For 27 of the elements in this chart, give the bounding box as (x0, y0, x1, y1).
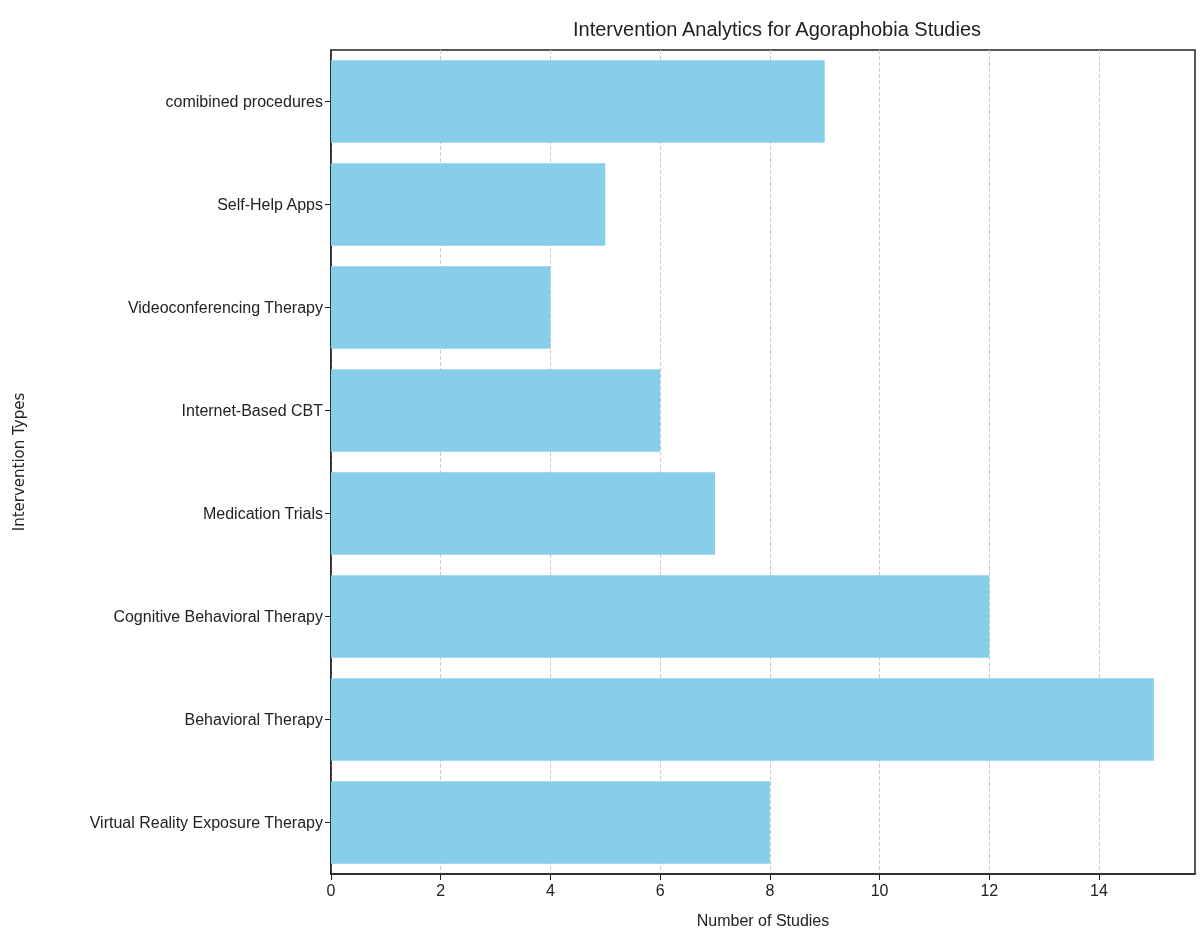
x-tick-label: 0 (326, 881, 336, 899)
y-tick-label: Cognitive Behavioral Therapy (113, 608, 323, 625)
bar (331, 369, 661, 452)
y-tick-label: Medication Trials (202, 505, 323, 522)
x-tick-label: 8 (765, 881, 775, 899)
bar (331, 472, 715, 555)
bar (331, 266, 551, 349)
y-tick-label: Virtual Reality Exposure Therapy (89, 814, 323, 831)
y-tick-label: comibined procedures (165, 93, 323, 110)
bar (331, 60, 825, 143)
x-axis-title: Number of Studies (696, 911, 830, 929)
bar (331, 781, 770, 864)
y-tick-label: Videoconferencing Therapy (127, 299, 323, 316)
x-tick-label: 14 (1090, 881, 1108, 899)
x-tick-label: 10 (870, 881, 889, 899)
x-tick-label: 6 (655, 881, 665, 899)
y-tick-label: Behavioral Therapy (184, 711, 323, 728)
y-axis-title: Intervention Types (9, 392, 28, 532)
bar (331, 678, 1154, 761)
bar (331, 163, 606, 246)
y-tick-label: Self-Help Apps (217, 196, 323, 213)
x-tick-label: 2 (436, 881, 446, 899)
chart-title: Intervention Analytics for Agoraphobia Studies (572, 18, 982, 40)
x-tick-label: 4 (545, 881, 555, 899)
x-tick-label: 12 (980, 881, 999, 899)
bar (331, 575, 990, 658)
y-tick-label: Internet-Based CBT (181, 402, 324, 419)
